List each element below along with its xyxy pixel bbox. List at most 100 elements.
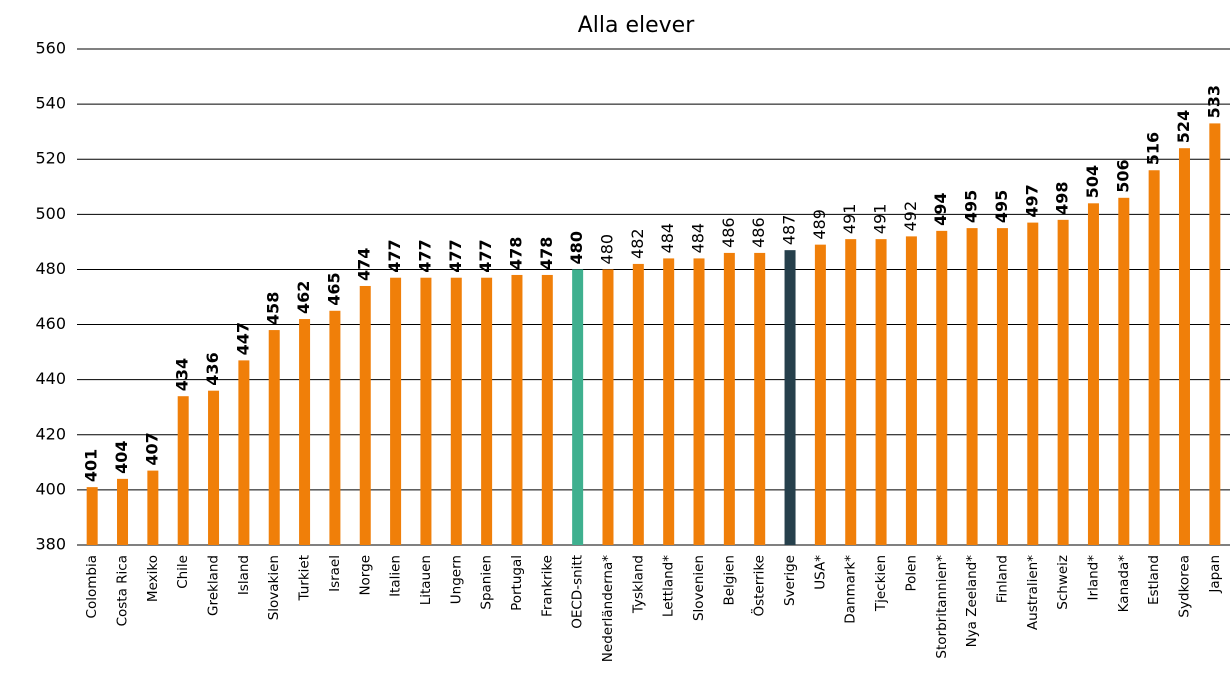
bar — [784, 250, 796, 545]
x-tick-label: Israel — [327, 555, 343, 592]
x-tick-label: Belgien — [721, 555, 737, 606]
value-label: 486 — [719, 217, 738, 248]
value-label: 491 — [840, 204, 859, 235]
value-label: 447 — [233, 322, 252, 355]
value-label: 404 — [112, 440, 131, 473]
value-label: 495 — [992, 190, 1011, 223]
bar — [905, 236, 917, 545]
x-tick-label: Sydkorea — [1176, 555, 1192, 618]
bar — [845, 239, 857, 545]
x-tick-label: Nederländerna* — [600, 555, 616, 662]
value-label: 494 — [931, 192, 950, 225]
bar — [450, 277, 462, 545]
x-tick-label: Spanien — [479, 555, 495, 610]
bar — [996, 228, 1008, 545]
x-tick-label: Turkiet — [297, 555, 313, 601]
value-label: 492 — [901, 201, 920, 232]
bar — [632, 263, 644, 545]
value-label: 462 — [294, 281, 313, 314]
bar — [936, 230, 948, 545]
y-tick-label: 420 — [35, 424, 66, 443]
bar — [208, 390, 220, 545]
x-tick-label: Irland* — [1085, 555, 1101, 601]
value-label: 489 — [810, 209, 829, 240]
value-label: 495 — [962, 190, 981, 223]
chart-title: Alla elever — [578, 13, 695, 38]
bar — [268, 330, 280, 545]
x-tick-label: Lettland* — [661, 555, 677, 617]
value-label: 436 — [203, 352, 222, 385]
x-tick-label: Kanada* — [1116, 555, 1132, 613]
bar — [723, 252, 735, 545]
value-label: 506 — [1113, 159, 1132, 192]
x-tick-label: Litauen — [418, 555, 434, 605]
x-tick-label: Ungern — [448, 555, 464, 604]
x-tick-label: Mexiko — [145, 555, 161, 602]
y-tick-label: 400 — [35, 479, 66, 498]
bar — [238, 360, 250, 545]
x-tick-label: Costa Rica — [115, 555, 131, 626]
bar — [1087, 203, 1099, 546]
x-tick-label: Estland — [1146, 555, 1162, 605]
bar — [329, 310, 341, 545]
bar — [1057, 219, 1069, 545]
value-label: 477 — [385, 239, 404, 272]
bar — [511, 274, 523, 545]
y-tick-label: 380 — [35, 535, 66, 554]
value-label: 478 — [537, 237, 556, 270]
value-label: 482 — [628, 228, 647, 259]
value-label: 497 — [1022, 184, 1041, 217]
bar — [481, 277, 493, 545]
bar — [541, 274, 553, 545]
bar — [299, 319, 311, 545]
bar — [117, 478, 129, 545]
y-tick-label: 500 — [35, 204, 66, 223]
x-tick-label: Slovenien — [691, 555, 707, 621]
x-tick-label: Schweiz — [1055, 555, 1071, 610]
bar — [1118, 197, 1130, 546]
value-label: 434 — [173, 358, 192, 391]
bar — [693, 258, 705, 545]
value-label: 491 — [871, 204, 890, 235]
x-tick-label: Colombia — [84, 555, 100, 618]
x-tick-label: Tjeckien — [873, 555, 889, 612]
x-tick-label: Storbritannien* — [934, 555, 950, 659]
value-label: 498 — [1053, 181, 1072, 214]
bar — [602, 269, 614, 545]
x-tick-label: Japan — [1207, 555, 1223, 594]
x-tick-label: Danmark* — [843, 555, 859, 624]
value-label: 486 — [749, 217, 768, 248]
value-label: 407 — [142, 432, 161, 465]
value-label: 465 — [324, 272, 343, 305]
value-label: 474 — [355, 248, 374, 281]
value-label: 478 — [506, 237, 525, 270]
value-label: 477 — [476, 239, 495, 272]
x-tick-label: Finland — [994, 555, 1010, 603]
bar — [420, 277, 432, 545]
value-label: 477 — [415, 239, 434, 272]
x-tick-label: Tyskland — [630, 555, 646, 614]
value-label: 524 — [1174, 110, 1193, 143]
x-tick-label: OECD-snitt — [570, 555, 586, 629]
x-tick-label: Italien — [388, 555, 404, 597]
x-tick-label: Sverige — [782, 555, 798, 606]
x-tick-label: Nya Zeeland* — [964, 555, 980, 648]
x-tick-label: USA* — [812, 555, 828, 590]
y-tick-label: 540 — [35, 94, 66, 113]
x-tick-label: Grekland — [206, 555, 222, 616]
y-tick-label: 480 — [35, 259, 66, 278]
x-tick-label: Österrike — [750, 555, 768, 617]
value-label: 480 — [597, 234, 616, 265]
bar — [1148, 170, 1160, 545]
y-tick-label: 440 — [35, 369, 66, 388]
x-tick-label: Frankrike — [539, 555, 555, 617]
bar — [875, 239, 887, 545]
y-tick-label: 460 — [35, 314, 66, 333]
value-label: 516 — [1144, 132, 1163, 165]
y-tick-label: 560 — [35, 39, 66, 58]
value-label: 533 — [1204, 85, 1223, 118]
x-tick-label: Slovakien — [266, 555, 282, 620]
bar — [814, 244, 826, 545]
value-label: 484 — [689, 223, 708, 254]
